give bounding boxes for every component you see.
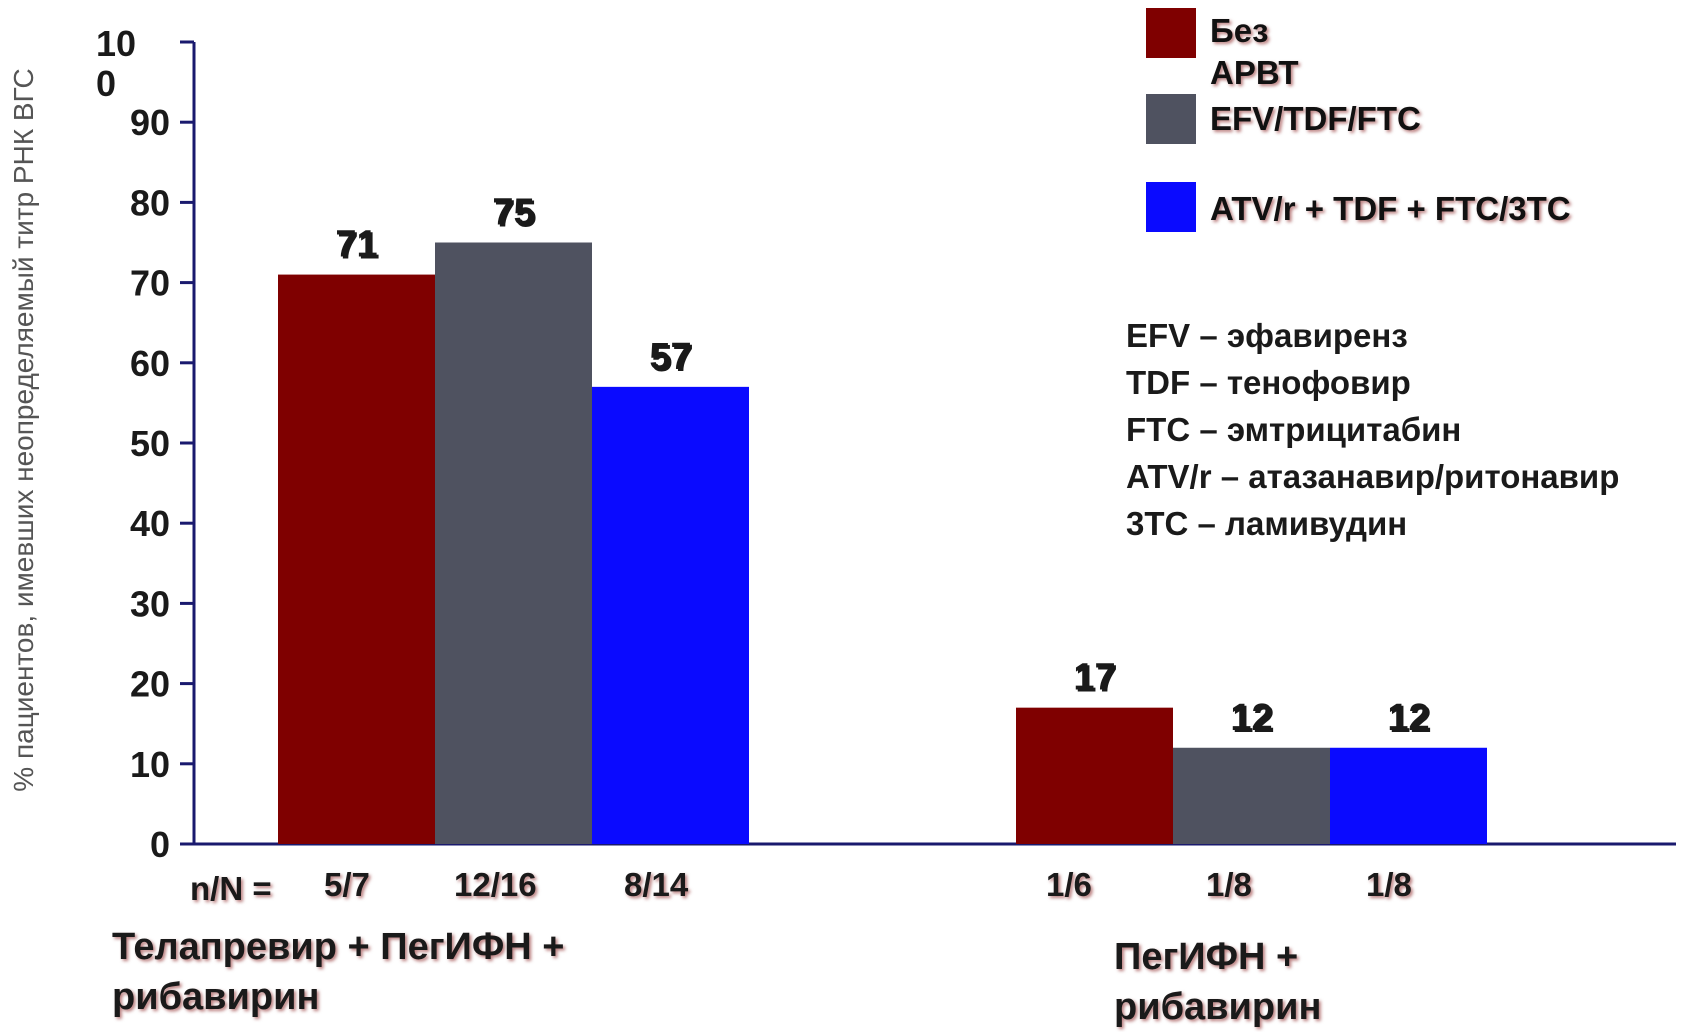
bar-2-1 — [435, 242, 592, 844]
bar-1-1 — [278, 274, 435, 845]
nn-group1-atv: 8/14 — [624, 866, 689, 903]
nn-prefix: n/N = — [190, 870, 272, 907]
nn-group1-efv: 12/16 — [454, 866, 537, 903]
abbreviation-list: EFV – эфавиренз TDF – тенофовир FTC – эм… — [1126, 312, 1619, 547]
bar-value-shadow: 12 — [1389, 699, 1431, 741]
y-tick-label: 50 — [130, 423, 170, 464]
nn-group2-atv: 1/8 — [1366, 866, 1412, 903]
bar-value-shadow: 17 — [1075, 659, 1117, 701]
legend-swatch-atv-r — [1146, 182, 1196, 232]
nn-group2-no-arvt: 1/6 — [1046, 866, 1092, 903]
y-tick-label: 10 0 — [96, 23, 136, 104]
y-tick-label: 40 — [130, 503, 170, 544]
bar-value-label: 17 — [1073, 657, 1115, 699]
bar-value-shadow: 57 — [651, 338, 693, 380]
y-tick-label: 30 — [130, 583, 170, 624]
bar-3-1 — [592, 386, 749, 844]
bar-value-shadow: 75 — [494, 194, 536, 236]
bar-value-label: 75 — [492, 192, 534, 234]
bar-value-label: 71 — [335, 224, 377, 266]
legend-swatch-no-arvt — [1146, 8, 1196, 58]
bar-value-label: 12 — [1230, 697, 1272, 739]
bar-value-label: 12 — [1387, 697, 1429, 739]
bar-3-2 — [1330, 747, 1487, 844]
abbreviation-3tc: 3TC – ламивудин — [1126, 505, 1408, 542]
abbreviation-efv: EFV – эфавиренз — [1126, 317, 1408, 354]
bar-1-2 — [1016, 707, 1173, 844]
legend-label-no-arvt: Без АРВТ — [1210, 12, 1299, 91]
bar-value-shadow: 71 — [337, 226, 379, 268]
group-label-telaprevir: Телапревир + ПегИФН + рибавирин — [112, 926, 565, 1018]
bar-2-2 — [1173, 747, 1330, 844]
group-label-pegifn: ПегИФН + рибавирин — [1114, 936, 1322, 1028]
bars — [278, 242, 1487, 845]
legend-label-atv-r: ATV/r + TDF + FTC/3TC — [1210, 190, 1571, 227]
y-tick-label: 10 — [130, 744, 170, 785]
y-tick-label: 60 — [130, 343, 170, 384]
y-tick-label: 70 — [130, 263, 170, 304]
y-tick-label: 0 — [150, 824, 170, 865]
abbreviation-atv-r: ATV/r – атазанавир/ритонавир — [1126, 458, 1620, 495]
y-tick-label: 80 — [130, 182, 170, 223]
abbreviation-tdf: TDF – тенофовир — [1126, 364, 1411, 401]
nn-group1-no-arvt: 5/7 — [324, 866, 370, 903]
bar-value-shadow: 12 — [1232, 699, 1274, 741]
legend-swatch-efv-tdf-ftc — [1146, 94, 1196, 144]
abbreviation-ftc: FTC – эмтрицитабин — [1126, 411, 1462, 448]
nn-group2-efv: 1/8 — [1206, 866, 1252, 903]
y-tick-label: 90 — [130, 102, 170, 143]
y-tick-label: 20 — [130, 664, 170, 705]
y-axis-label: % пациентов, имевших неопределяемый титр… — [8, 68, 39, 792]
bar-value-label: 57 — [649, 336, 691, 378]
legend-label-efv-tdf-ftc: EFV/TDF/FTC — [1210, 100, 1421, 137]
